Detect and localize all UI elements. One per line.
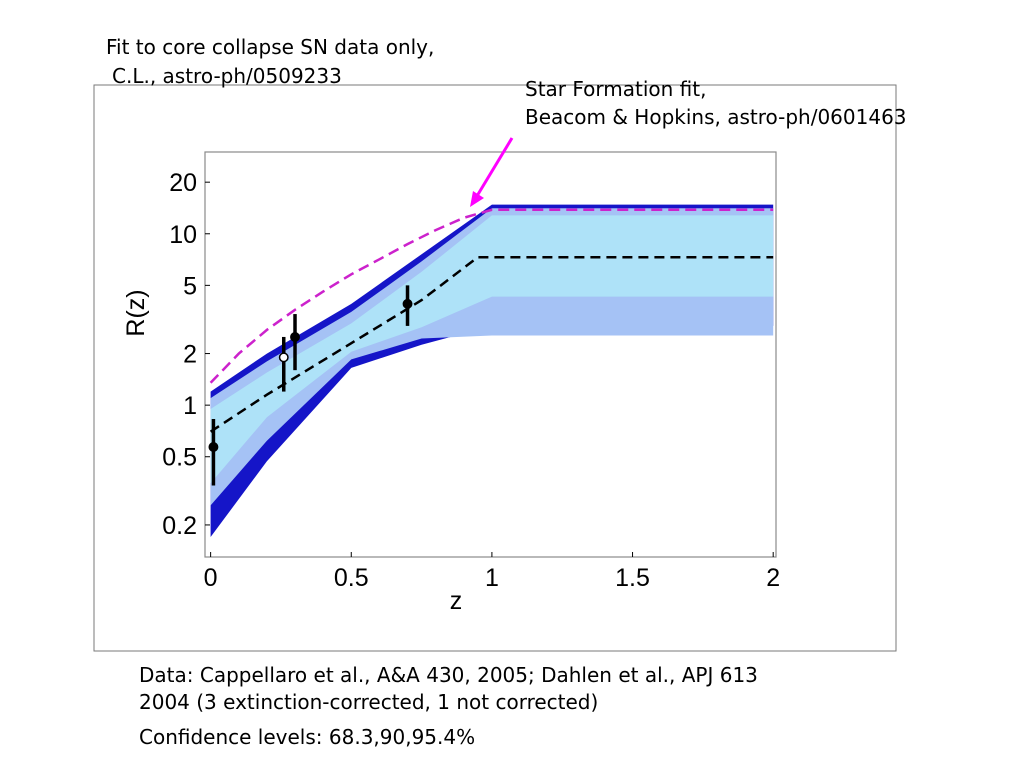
fit-annotation-line1: Fit to core collapse SN data only, [106, 35, 435, 59]
y-tick-label: 10 [169, 221, 197, 249]
fit-lines [209, 208, 774, 433]
arrow-head [470, 191, 484, 207]
confidence-bands [210, 204, 774, 537]
data-point-3 [402, 298, 413, 309]
footer-data-line1: Data: Cappellaro et al., A&A 430, 2005; … [139, 663, 758, 687]
plot-frame [204, 151, 777, 558]
y-tick-label: 1 [183, 392, 197, 420]
data-point-2 [290, 331, 300, 342]
band-68 [210, 215, 774, 484]
star-formation-annotation-line2: Beacom & Hopkins, astro-ph/0601463 [525, 105, 907, 129]
x-tick-label: 1 [485, 564, 499, 592]
arrow-shaft [475, 137, 514, 197]
pointer-arrow [470, 137, 514, 207]
y-tick-label: 0.5 [162, 444, 197, 472]
x-axis-ticks: 0 0.5 1 1.5 2 [204, 552, 780, 592]
star-formation-annotation-line1: Star Formation fit, [525, 77, 707, 101]
y-axis-ticks: 0.2 0.5 1 2 5 10 20 [162, 169, 210, 540]
data-points [208, 285, 413, 486]
y-tick-label: 5 [183, 272, 197, 300]
star-formation-line [209, 208, 774, 384]
x-axis-label: z [450, 587, 463, 615]
footer-confidence-levels: Confidence levels: 68.3,90,95.4% [139, 725, 476, 749]
data-point-1 [278, 352, 289, 363]
median-fit-line [209, 255, 774, 433]
footer-data-line2: 2004 (3 extinction-corrected, 1 not corr… [139, 690, 599, 714]
data-point-0 [208, 442, 219, 452]
y-tick-label: 20 [169, 169, 197, 197]
x-tick-label: 0 [204, 564, 218, 592]
x-tick-label: 1.5 [615, 564, 650, 592]
fit-annotation-line2: C.L., astro-ph/0509233 [112, 64, 342, 88]
x-tick-label: 0.5 [334, 564, 369, 592]
x-tick-label: 2 [766, 564, 780, 592]
y-axis-label: R(z) [122, 289, 150, 336]
y-tick-label: 0.2 [162, 512, 197, 540]
y-tick-label: 2 [183, 341, 197, 369]
